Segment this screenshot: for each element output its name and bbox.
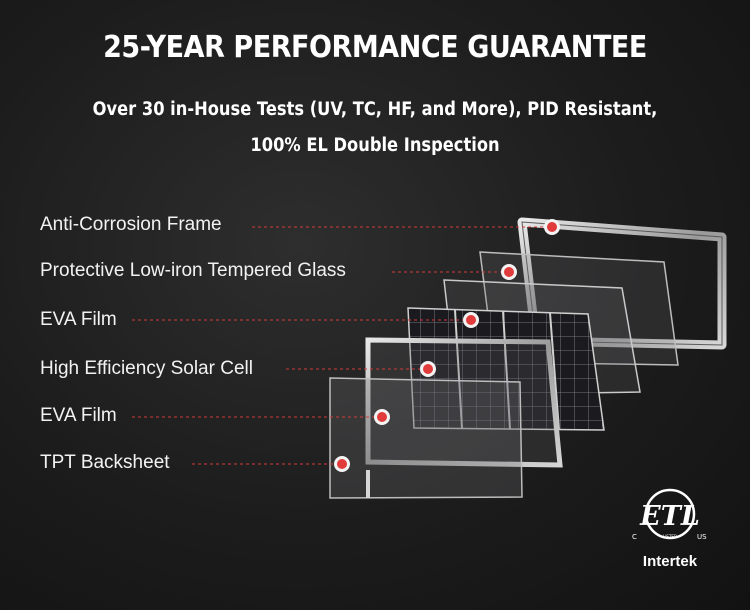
- etl-listed-logo: ETL C US LISTED: [632, 488, 707, 541]
- marker-dot-solar-cell: [420, 361, 436, 377]
- etl-listed-text: LISTED: [663, 534, 677, 539]
- marker-dot-backsheet: [334, 456, 350, 472]
- layer-backsheet: [329, 377, 523, 499]
- marker-dot-frame: [544, 219, 560, 235]
- etl-us-text: US: [697, 533, 707, 541]
- subtitle-line-1: Over 30 in-House Tests (UV, TC, HF, and …: [92, 99, 658, 120]
- label-anti-corrosion-frame: Anti-Corrosion Frame: [40, 214, 222, 235]
- page-title: 25-YEAR PERFORMANCE GUARANTEE: [103, 30, 647, 65]
- layer-frame: [517, 217, 727, 350]
- intertek-brand: Intertek: [642, 553, 698, 570]
- marker-dot-eva-bottom: [374, 409, 390, 425]
- label-tempered-glass: Protective Low-iron Tempered Glass: [40, 260, 346, 281]
- label-eva-film-top: EVA Film: [40, 309, 117, 330]
- etl-mark-text: ETL: [639, 501, 700, 532]
- etl-c-text: C: [632, 533, 637, 541]
- label-tpt-backsheet: TPT Backsheet: [40, 452, 170, 473]
- label-eva-film-bottom: EVA Film: [40, 405, 117, 426]
- subtitle-line-2: 100% EL Double Inspection: [250, 135, 500, 156]
- label-solar-cell: High Efficiency Solar Cell: [40, 358, 253, 379]
- layer-eva-bottom: [365, 337, 563, 468]
- marker-dot-eva-top: [463, 312, 479, 328]
- marker-dot-glass: [501, 264, 517, 280]
